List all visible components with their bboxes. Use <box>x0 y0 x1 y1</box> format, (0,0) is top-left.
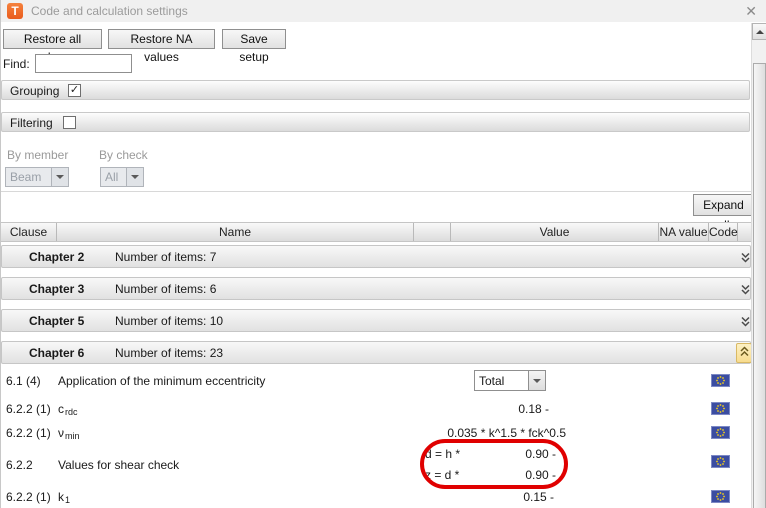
column-header-code[interactable]: Code <box>709 223 738 241</box>
chapter-title: Chapter 5 <box>29 314 85 328</box>
row-clause: 6.2.2 (1) <box>6 426 51 440</box>
chapter-info: Number of items: 7 <box>115 250 217 264</box>
by-member-label: By member <box>7 148 69 162</box>
table-row[interactable]: 6.2.2 Values for shear check d = h * 0.9… <box>1 444 751 488</box>
by-check-dropdown[interactable]: All <box>100 167 144 187</box>
row-name: νmin <box>58 426 80 441</box>
column-header-na-value[interactable]: NA value <box>659 223 709 241</box>
scrollbar-thumb[interactable] <box>753 63 766 508</box>
restore-all-values-button[interactable]: Restore all values <box>3 29 102 64</box>
value-expression: z = d * <box>425 468 460 482</box>
close-icon[interactable]: ✕ <box>745 3 757 19</box>
double-chevron-down-icon[interactable] <box>738 282 752 297</box>
chapter-info: Number of items: 6 <box>115 282 217 296</box>
chapter-row-3[interactable]: Chapter 3 Number of items: 6 <box>1 277 751 300</box>
row-value[interactable]: 0.035 * k^1.5 * fck^0.5 <box>447 426 566 440</box>
value-expression: d = h * <box>425 447 461 461</box>
row-value-line[interactable]: z = d * 0.90 - <box>425 468 556 482</box>
row-clause: 6.1 (4) <box>6 374 41 388</box>
table-row[interactable]: 6.2.2 (1) νmin 0.035 * k^1.5 * fck^0.5 <box>1 422 751 444</box>
chapter-title: Chapter 3 <box>29 282 85 296</box>
by-check-value: All <box>105 170 119 184</box>
row-name: crdc <box>58 402 78 417</box>
chevron-down-icon[interactable] <box>528 371 545 390</box>
app-logo-icon: T <box>7 3 23 19</box>
chevron-down-icon[interactable] <box>126 168 143 186</box>
column-header-filler <box>738 223 751 241</box>
column-header-name[interactable]: Name <box>57 223 414 241</box>
by-check-label: By check <box>99 148 148 162</box>
row-value[interactable]: 0.18 - <box>518 402 549 416</box>
find-label: Find: <box>3 57 30 71</box>
value-number: 0.90 - <box>525 447 556 461</box>
eu-flag-icon <box>711 374 730 387</box>
row-name: Application of the minimum eccentricity <box>58 374 266 388</box>
eu-flag-icon <box>711 426 730 439</box>
window-title: Code and calculation settings <box>31 4 188 18</box>
chapter-title: Chapter 6 <box>29 346 85 360</box>
eu-flag-icon <box>711 455 730 468</box>
expand-all-button[interactable]: Expand all <box>693 194 753 232</box>
check-icon: ✓ <box>69 84 80 96</box>
row-value[interactable]: 0.15 - <box>523 490 554 504</box>
table-row[interactable]: 6.2.2 (1) crdc 0.18 - <box>1 398 751 420</box>
filtering-checkbox[interactable] <box>63 116 76 129</box>
grouping-label: Grouping <box>10 84 60 98</box>
double-chevron-down-icon[interactable] <box>738 250 752 265</box>
table-header: Clause Name Value NA value Code <box>1 222 751 242</box>
eu-flag-icon <box>711 490 730 503</box>
double-chevron-down-icon[interactable] <box>738 314 752 329</box>
chevron-down-icon[interactable] <box>51 168 68 186</box>
eu-flag-icon <box>711 402 730 415</box>
restore-na-values-button[interactable]: Restore NA values <box>108 29 215 64</box>
column-header-clause[interactable]: Clause <box>1 223 57 241</box>
by-member-dropdown[interactable]: Beam <box>5 167 69 187</box>
table-row[interactable]: 6.2.2 (1) k1 0.15 - <box>1 487 751 508</box>
section-divider <box>1 191 751 192</box>
filtering-section-header[interactable]: Filtering <box>1 112 750 132</box>
row-value-dropdown[interactable]: Total <box>474 370 546 391</box>
column-header-spacer <box>414 223 451 241</box>
row-value-line[interactable]: d = h * 0.90 - <box>425 447 556 461</box>
chapter-info: Number of items: 10 <box>115 314 224 328</box>
grouping-checkbox[interactable]: ✓ <box>68 84 81 97</box>
by-member-value: Beam <box>10 170 42 184</box>
row-clause: 6.2.2 <box>6 458 33 472</box>
dropdown-value: Total <box>479 374 505 388</box>
value-number: 0.90 - <box>525 468 556 482</box>
vertical-scrollbar[interactable] <box>751 23 766 508</box>
row-name: k1 <box>58 490 71 505</box>
table-row[interactable]: 6.1 (4) Application of the minimum eccen… <box>1 368 751 394</box>
double-chevron-up-icon[interactable] <box>736 343 752 363</box>
column-header-value[interactable]: Value <box>451 223 659 241</box>
title-bar: T Code and calculation settings ✕ <box>1 0 766 22</box>
find-input[interactable] <box>35 54 132 73</box>
scroll-up-icon[interactable] <box>752 23 766 40</box>
chapter-row-2[interactable]: Chapter 2 Number of items: 7 <box>1 245 751 268</box>
filtering-label: Filtering <box>10 116 53 130</box>
save-setup-button[interactable]: Save setup <box>222 29 286 64</box>
chapter-info: Number of items: 23 <box>115 346 224 360</box>
row-clause: 6.2.2 (1) <box>6 402 51 416</box>
chapter-row-6[interactable]: Chapter 6 Number of items: 23 <box>1 341 752 364</box>
chapter-title: Chapter 2 <box>29 250 85 264</box>
chapter-row-5[interactable]: Chapter 5 Number of items: 10 <box>1 309 751 332</box>
grouping-section-header[interactable]: Grouping ✓ <box>1 80 750 100</box>
row-name: Values for shear check <box>58 458 180 472</box>
row-clause: 6.2.2 (1) <box>6 490 51 504</box>
